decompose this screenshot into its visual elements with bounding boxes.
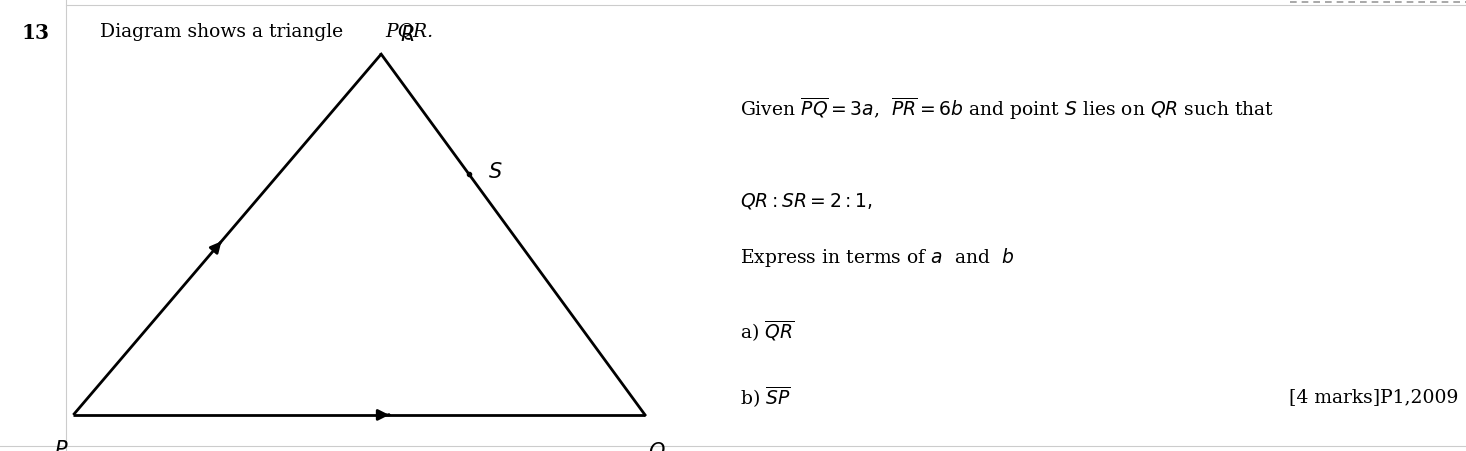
Text: b) $\overline{SP}$: b) $\overline{SP}$ <box>740 384 790 410</box>
Text: PQR.: PQR. <box>386 23 434 41</box>
Text: $Q$: $Q$ <box>648 440 666 451</box>
Text: a) $\overline{QR}$: a) $\overline{QR}$ <box>740 319 795 344</box>
Text: $QR : SR = 2 : 1,$: $QR : SR = 2 : 1,$ <box>740 191 874 211</box>
Text: Express in terms of $a$  and  $b$: Express in terms of $a$ and $b$ <box>740 246 1014 268</box>
Text: $P$: $P$ <box>54 440 69 451</box>
Text: $R$: $R$ <box>400 25 415 45</box>
Text: Given $\overline{PQ}=3a$,  $\overline{PR}=6b$ and point $S$ lies on $QR$ such th: Given $\overline{PQ}=3a$, $\overline{PR}… <box>740 95 1274 122</box>
Text: Diagram shows a triangle: Diagram shows a triangle <box>100 23 349 41</box>
Text: [4 marks]P1,2009: [4 marks]P1,2009 <box>1289 388 1459 406</box>
Text: $S$: $S$ <box>488 162 503 182</box>
Text: 13: 13 <box>22 23 50 42</box>
